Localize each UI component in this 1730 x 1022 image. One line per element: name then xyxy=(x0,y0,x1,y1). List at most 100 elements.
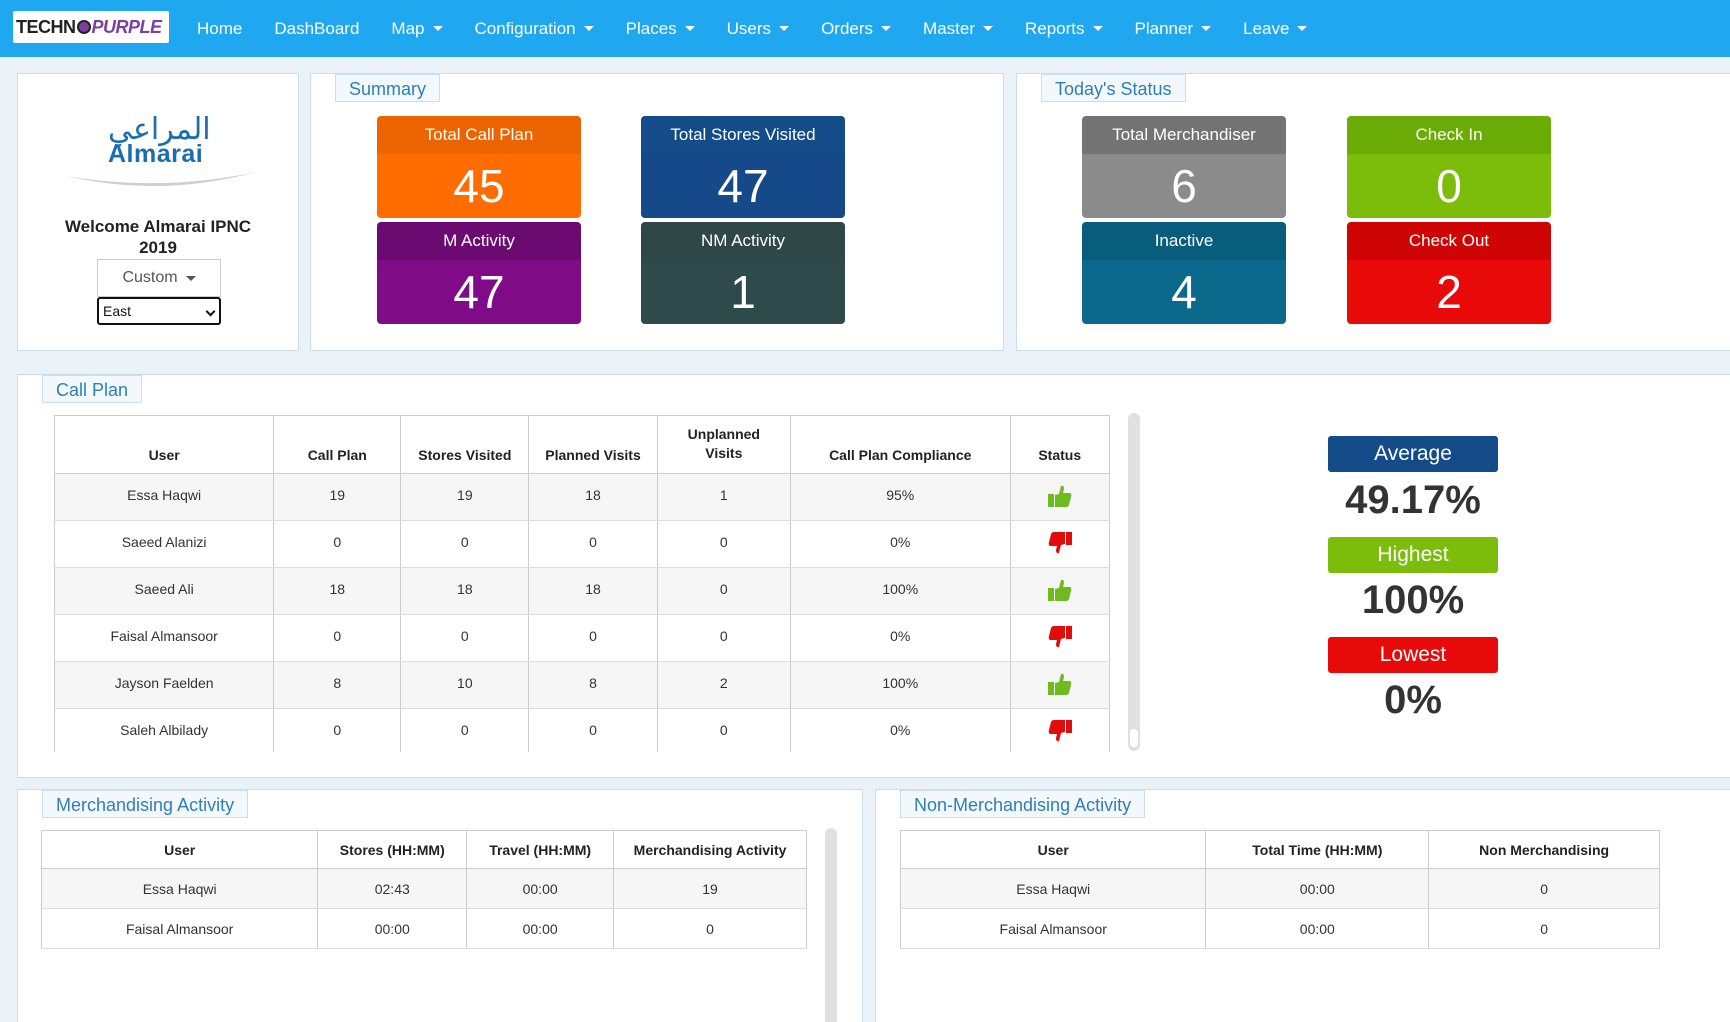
cell: 00:00 xyxy=(1205,868,1430,909)
col-stores-hh-mm[interactable]: Stores (HH:MM) xyxy=(317,830,468,869)
table-row: Faisal Almansoor 00:00 00:00 0 xyxy=(41,908,807,949)
cell: 02:43 xyxy=(317,868,468,909)
table-row: Jayson Faelden 8 10 8 2 100% xyxy=(54,661,1110,709)
cell-plan: 8 xyxy=(273,661,402,709)
table-row: Essa Haqwi 19 19 18 1 95% xyxy=(54,473,1110,521)
logo-swoosh-icon xyxy=(66,172,256,187)
nav-master[interactable]: Master xyxy=(923,19,993,39)
nav-places[interactable]: Places xyxy=(626,19,695,39)
cell-compliance: 0% xyxy=(790,520,1011,568)
col-travel-hh-mm[interactable]: Travel (HH:MM) xyxy=(466,830,615,869)
col-call-plan[interactable]: Call Plan xyxy=(273,415,402,474)
nav-planner[interactable]: Planner xyxy=(1135,19,1212,39)
tile-total-merchandiser[interactable]: Total Merchandiser 6 xyxy=(1082,116,1286,218)
thumbs-up-icon xyxy=(1047,485,1073,511)
tile-check-in[interactable]: Check In 0 xyxy=(1347,116,1551,218)
cell: 19 xyxy=(613,868,807,909)
summary-panel: Summary Total Call Plan 45 Total Stores Vi… xyxy=(310,73,1004,351)
cell: Faisal Almansoor xyxy=(900,908,1207,949)
thumbs-up-icon xyxy=(1047,673,1073,699)
brand-logo[interactable]: TECHN PURPLE xyxy=(13,11,169,43)
tile-m-activity[interactable]: M Activity 47 xyxy=(377,222,581,324)
cell-visited: 0 xyxy=(400,520,530,568)
merchandising-title: Merchandising Activity xyxy=(42,790,249,818)
tile-value: 0 xyxy=(1347,154,1551,218)
col-user[interactable]: User xyxy=(900,830,1207,869)
tile-total-stores-visited[interactable]: Total Stores Visited 47 xyxy=(641,116,845,218)
col-stores-visited[interactable]: Stores Visited xyxy=(400,415,530,474)
merchandising-scrollbar[interactable] xyxy=(825,828,837,1022)
caret-down-icon xyxy=(1092,26,1103,31)
cell-unplanned: 0 xyxy=(656,708,792,752)
nav-label: Orders xyxy=(821,18,874,38)
cell-status xyxy=(1009,520,1110,568)
nav-dashboard[interactable]: DashBoard xyxy=(274,19,359,39)
col-user[interactable]: User xyxy=(41,830,319,869)
call-plan-scroll-thumb[interactable] xyxy=(1130,729,1138,747)
cell-unplanned: 0 xyxy=(656,614,792,662)
tile-value: 4 xyxy=(1082,260,1286,324)
cell-compliance: 0% xyxy=(790,614,1011,662)
tile-nm-activity[interactable]: NM Activity 1 xyxy=(641,222,845,324)
tile-check-out[interactable]: Check Out 2 xyxy=(1347,222,1551,324)
nav-orders[interactable]: Orders xyxy=(821,18,892,39)
lowest-label: Lowest xyxy=(1328,637,1498,673)
cell-unplanned: 0 xyxy=(656,567,792,615)
nav-users[interactable]: Users xyxy=(727,19,790,39)
nav-label: Map xyxy=(391,18,425,38)
cell: 0 xyxy=(613,908,807,949)
cell: Essa Haqwi xyxy=(900,868,1207,909)
cell-planned: 0 xyxy=(528,708,658,752)
cell-visited: 0 xyxy=(400,708,530,752)
average-value: 49.17% xyxy=(1345,478,1481,522)
cell-status xyxy=(1009,661,1110,709)
brand-text-1: TECHN xyxy=(16,16,76,37)
call-plan-scrollbar[interactable] xyxy=(1128,413,1140,751)
nav-reports[interactable]: Reports xyxy=(1025,19,1103,39)
cell-plan: 0 xyxy=(273,708,402,752)
tile-label: Total Merchandiser xyxy=(1082,116,1286,154)
nav-menu: Home DashBoard Map Configuration Places Users… xyxy=(197,0,1339,57)
thumbs-down-icon xyxy=(1047,720,1073,746)
col-status[interactable]: Status xyxy=(1009,415,1110,474)
cell-unplanned: 0 xyxy=(656,520,792,568)
call-plan-table-viewport: User Call Plan Stores Visited Planned Visit… xyxy=(54,415,1110,752)
nav-map[interactable]: Map xyxy=(391,18,443,39)
cell-visited: 10 xyxy=(400,661,530,709)
col-non-merchandising[interactable]: Non Merchandising xyxy=(1428,830,1660,869)
nav-label: Leave xyxy=(1243,18,1290,38)
nav-leave[interactable]: Leave xyxy=(1243,18,1308,39)
cell-planned: 18 xyxy=(528,473,658,521)
cell-planned: 0 xyxy=(528,614,658,662)
tile-value: 47 xyxy=(377,260,581,324)
cell-user: Saeed Alanizi xyxy=(54,520,275,568)
caret-down-icon xyxy=(983,26,993,31)
tile-value: 47 xyxy=(641,154,845,218)
nav-home[interactable]: Home xyxy=(197,19,242,39)
non-merchandising-table-viewport: User Total Time (HH:MM) Non Merchandising … xyxy=(900,830,1730,1022)
caret-down-icon xyxy=(684,26,695,31)
col-merchandising-activity[interactable]: Merchandising Activity xyxy=(613,830,807,869)
table-row: Faisal Almansoor 0 0 0 0 0% xyxy=(54,614,1110,662)
custom-date-button[interactable]: Custom xyxy=(97,259,221,297)
table-row: Saeed Ali 18 18 18 0 100% xyxy=(54,567,1110,615)
cell-plan: 18 xyxy=(273,567,402,615)
nav-configuration[interactable]: Configuration xyxy=(475,19,594,39)
nav-label: DashBoard xyxy=(274,18,360,38)
col-total-time-hh-mm[interactable]: Total Time (HH:MM) xyxy=(1205,830,1430,869)
region-select[interactable]: East xyxy=(97,297,221,325)
tile-total-call-plan[interactable]: Total Call Plan 45 xyxy=(377,116,581,218)
thumbs-up-icon xyxy=(1047,579,1073,605)
col-unplanned-visits[interactable]: Unplanned Visits xyxy=(656,415,792,474)
caret-down-icon xyxy=(1201,26,1212,31)
tile-label: NM Activity xyxy=(641,222,845,260)
almarai-logo-english: Almarai xyxy=(108,140,204,168)
col-user[interactable]: User xyxy=(54,415,275,474)
col-planned-visits[interactable]: Planned Visits xyxy=(528,415,658,474)
cell-status xyxy=(1009,567,1110,615)
cell-user: Faisal Almansoor xyxy=(54,614,275,662)
tile-inactive[interactable]: Inactive 4 xyxy=(1082,222,1286,324)
col-call-plan-compliance[interactable]: Call Plan Compliance xyxy=(790,415,1011,474)
cell: 00:00 xyxy=(1205,908,1430,949)
tile-label: Inactive xyxy=(1082,222,1286,260)
